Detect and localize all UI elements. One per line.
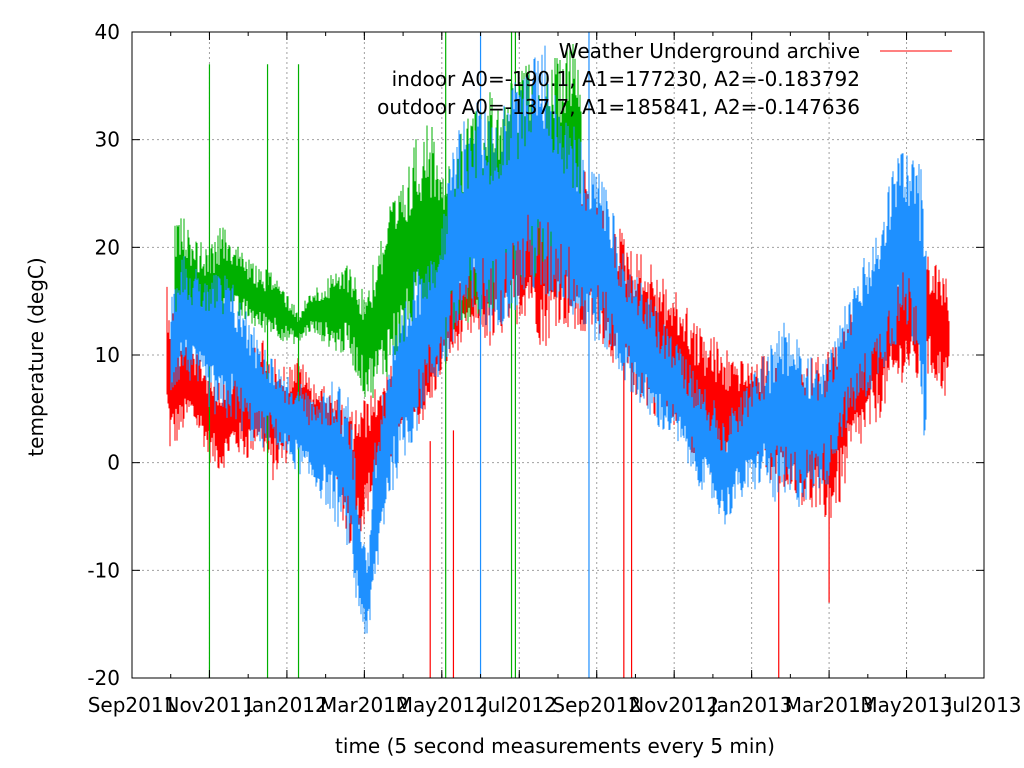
ticks: -20-10010203040Sep2011Nov2011Jan2012Mar2…	[87, 20, 1021, 717]
x-tick-label: Nov2011	[164, 693, 254, 717]
y-tick-label: 40	[95, 20, 120, 44]
y-tick-label: 30	[95, 128, 120, 152]
x-tick-label: Nov2012	[629, 693, 719, 717]
legend-label-archive: Weather Underground archive	[559, 39, 860, 63]
y-tick-label: 20	[95, 235, 120, 259]
x-tick-label: Jul2013	[944, 693, 1021, 717]
x-tick-label: May2013	[860, 693, 952, 717]
series-2	[170, 32, 927, 678]
x-tick-label: Jan2013	[709, 693, 793, 717]
legend: Weather Underground archive indoor A0=-1…	[377, 39, 952, 119]
legend-label-indoor: indoor A0=-190.1, A1=177230, A2=-0.18379…	[392, 67, 860, 91]
x-tick-label: Jul2012	[480, 693, 557, 717]
x-tick-label: Mar2012	[320, 693, 409, 717]
x-tick-label: Mar2013	[785, 693, 874, 717]
legend-label-outdoor: outdoor A0=-137.7, A1=185841, A2=-0.1476…	[377, 95, 860, 119]
x-tick-label: Sep2011	[88, 693, 177, 717]
x-tick-label: Jan2012	[244, 693, 328, 717]
x-tick-label: May2012	[396, 693, 488, 717]
y-tick-label: -20	[87, 666, 120, 690]
x-tick-label: Sep2012	[552, 693, 641, 717]
y-tick-label: 10	[95, 343, 120, 367]
y-axis-title: temperature (degC)	[24, 257, 48, 456]
y-tick-label: 0	[107, 451, 120, 475]
x-axis-title: time (5 second measurements every 5 min)	[335, 734, 775, 758]
series-layer	[166, 32, 950, 678]
series-band	[170, 45, 927, 634]
y-tick-label: -10	[87, 558, 120, 582]
